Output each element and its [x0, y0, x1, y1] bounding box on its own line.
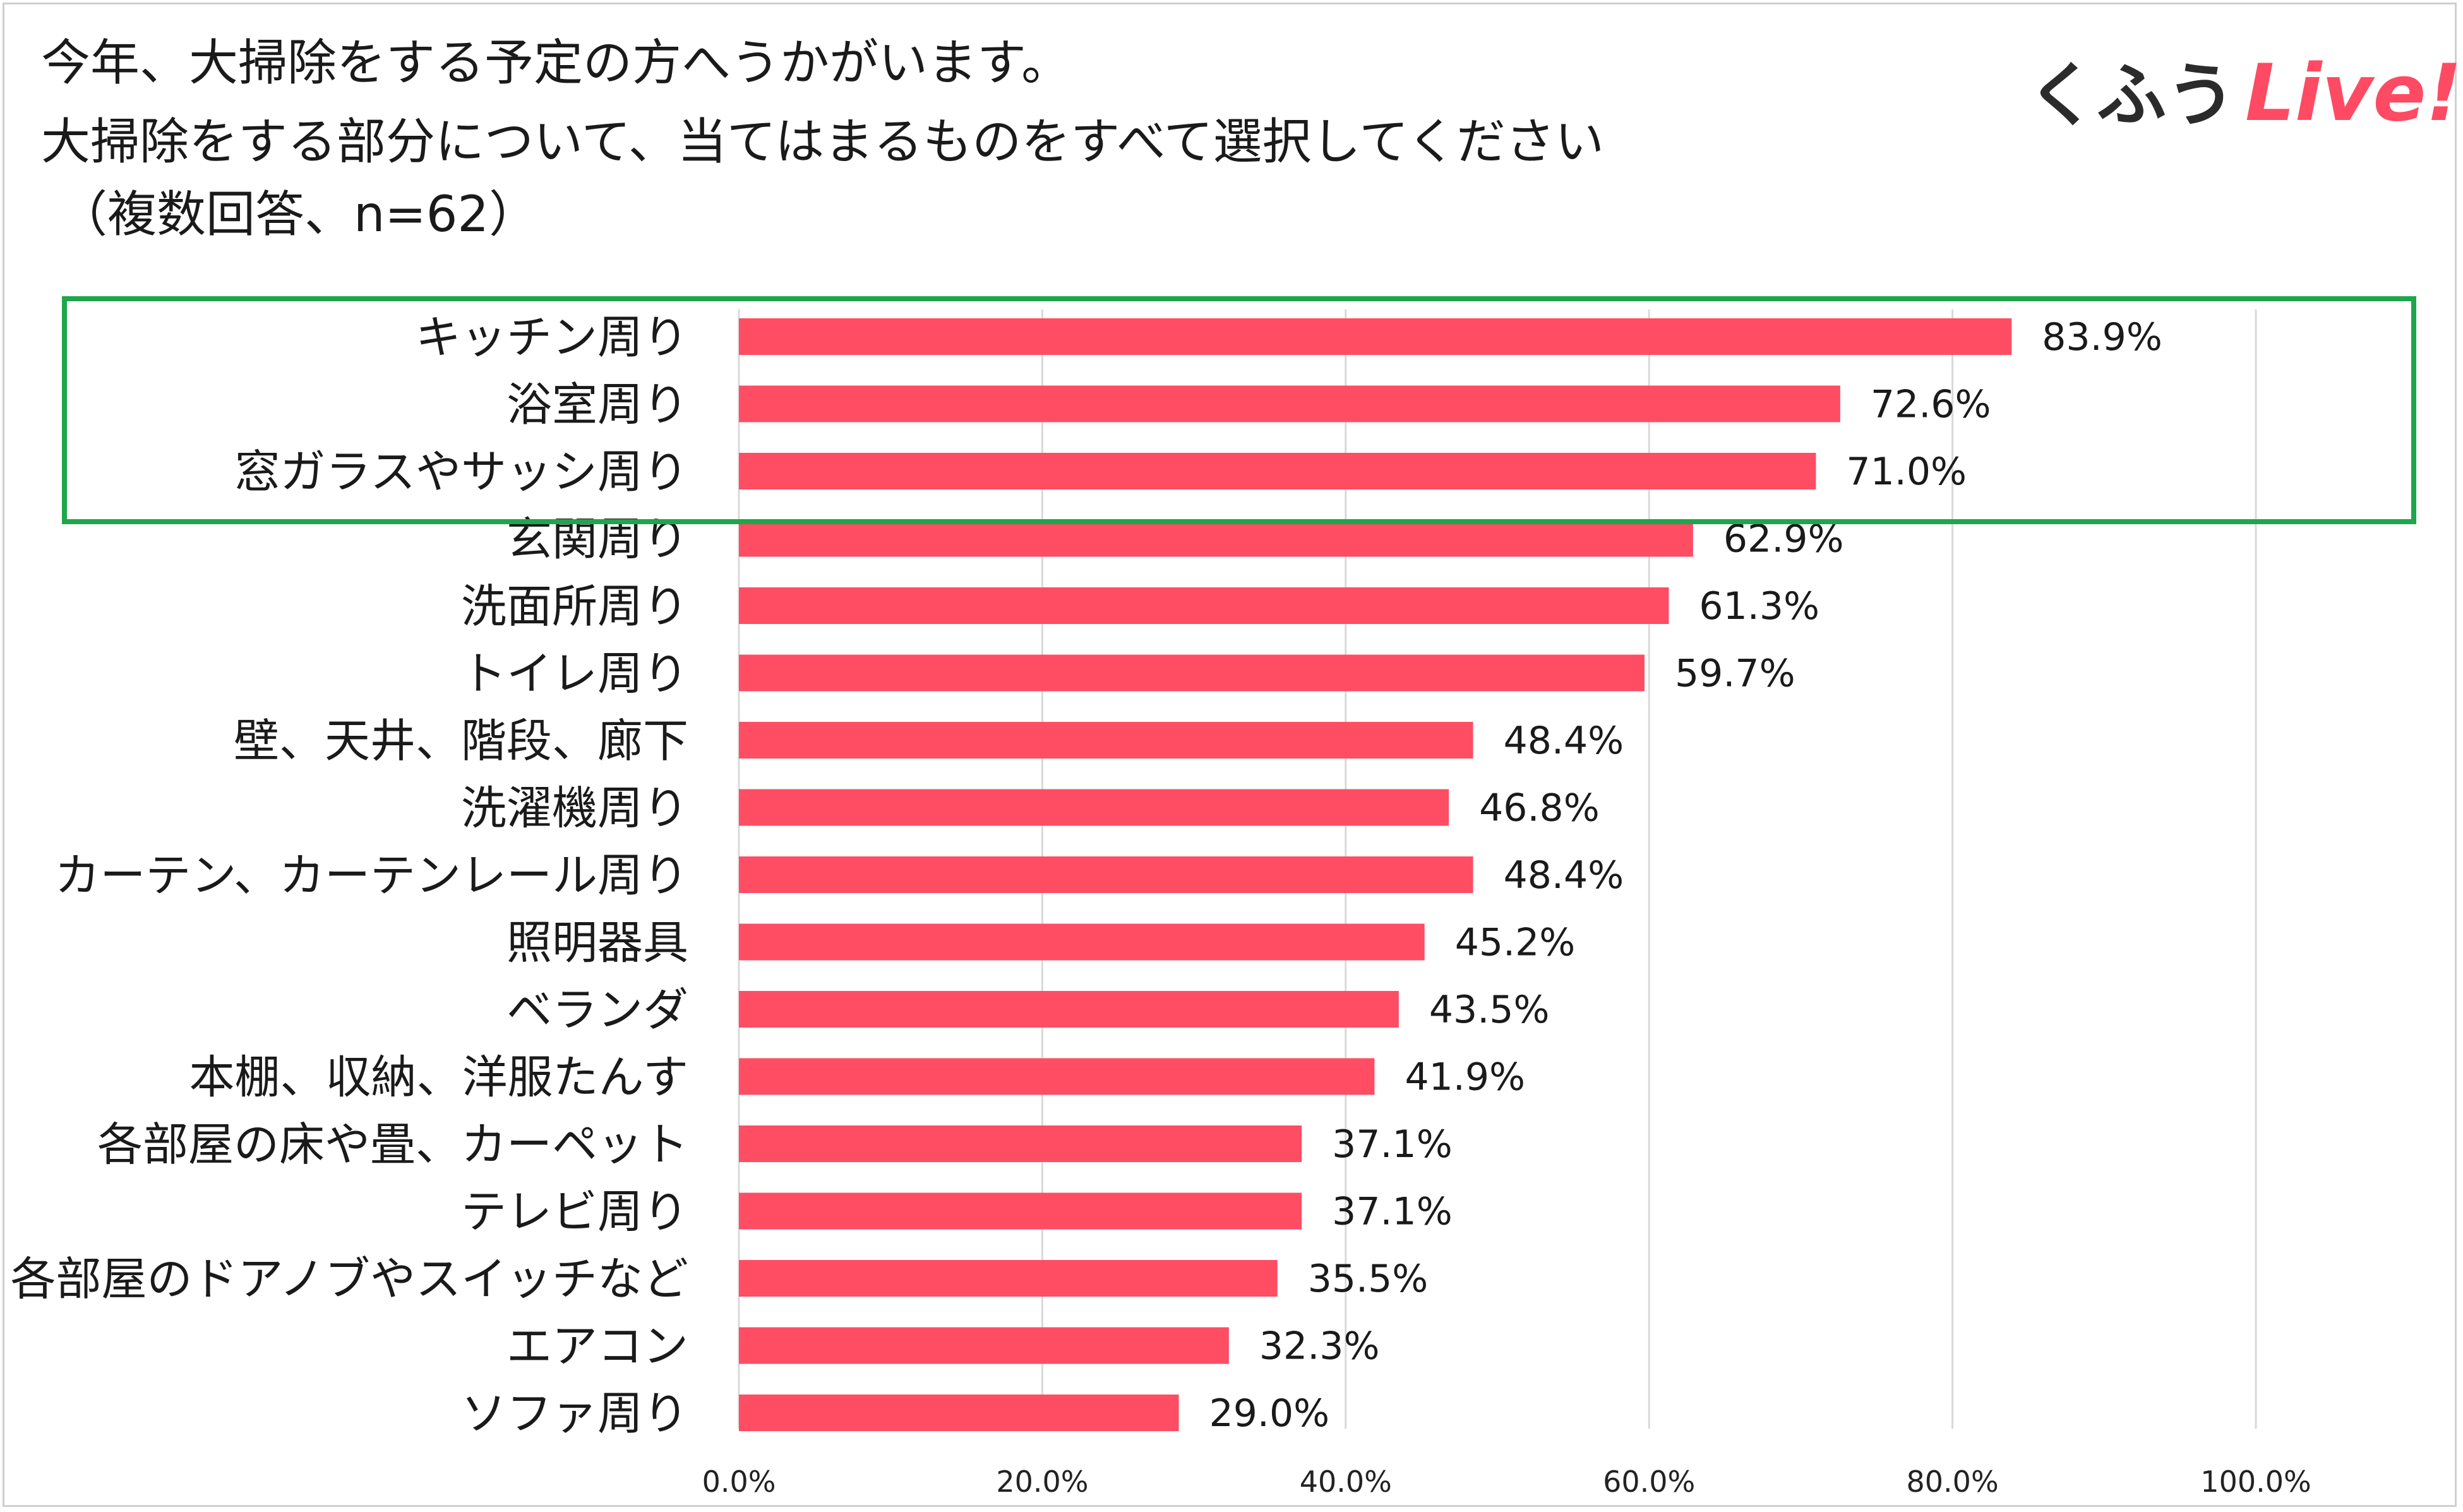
x-tick-label: 40.0%	[1300, 1465, 1392, 1499]
value-label: 83.9%	[2042, 315, 2162, 359]
bar	[739, 991, 1399, 1028]
value-label: 48.4%	[1504, 719, 1624, 763]
x-tick-label: 0.0%	[702, 1465, 776, 1499]
value-labels: 83.9% 72.6% 71.0%62.9% 61.3% 59.7% 48.4% 46.8%…	[1209, 315, 2162, 1436]
value-label: 37.1%	[1332, 1122, 1453, 1167]
category-label: 窓ガラスやサッシ周り	[234, 445, 688, 498]
chart-title-line-2: 大掃除をする部分について、当てはまるものをすべて選択してください	[41, 114, 1604, 171]
kufu-live-logo: くふう Live!	[2027, 49, 2462, 144]
bar	[739, 453, 1816, 489]
highlight-box	[62, 296, 2416, 524]
category-label: トイレ周り	[461, 647, 688, 700]
category-labels: キッチン周り浴室周り窓ガラスやサッシ周り玄関周り洗面所周りトイレ周り壁、天井、階…	[10, 311, 688, 1440]
bar	[739, 856, 1473, 893]
bar	[739, 1192, 1302, 1230]
bar	[739, 722, 1473, 759]
x-tick-label: 20.0%	[996, 1465, 1088, 1499]
value-label: 46.8%	[1479, 786, 1600, 831]
category-label: 各部屋の床や畳、カーペット	[97, 1118, 688, 1171]
bar	[739, 1260, 1278, 1297]
bar	[739, 520, 1693, 557]
bar	[739, 1395, 1179, 1431]
chart-title-line-1: 今年、大掃除をする予定の方へうかがいます。	[41, 35, 1071, 92]
category-label: カーテン、カーテンレール周り	[54, 849, 688, 902]
x-tick-label: 100.0%	[2200, 1465, 2311, 1499]
logo-latin-text: Live!	[2245, 48, 2462, 139]
logo-kana-text: くふう	[2027, 55, 2236, 136]
category-label: 各部屋のドアノブやスイッチなど	[10, 1252, 688, 1305]
value-label: 29.0%	[1209, 1391, 1330, 1436]
value-label: 62.9%	[1723, 517, 1844, 561]
category-label: テレビ周り	[461, 1185, 688, 1239]
bar	[739, 923, 1425, 961]
value-label: 72.6%	[1871, 383, 1991, 427]
category-label: ソファ周り	[461, 1387, 688, 1440]
x-tick-label: 80.0%	[1907, 1465, 1999, 1499]
category-label: キッチン周り	[416, 311, 688, 364]
highlight-box-layer	[62, 296, 2416, 524]
category-label: 洗濯機周り	[461, 782, 688, 835]
value-label: 32.3%	[1259, 1324, 1380, 1369]
category-label: 浴室周り	[506, 378, 688, 431]
bar	[739, 318, 2012, 355]
category-label: ベランダ	[506, 983, 688, 1036]
category-label: エアコン	[506, 1320, 688, 1373]
category-label: 洗面所周り	[461, 580, 688, 633]
bars	[739, 318, 2012, 1431]
value-label: 48.4%	[1504, 853, 1624, 897]
x-axis-ticks: 0.0% 20.0% 40.0% 60.0% 80.0% 100.0%	[702, 1465, 2311, 1499]
bar	[739, 587, 1669, 624]
value-label: 45.2%	[1455, 921, 1576, 965]
bar	[739, 1125, 1302, 1162]
value-label: 61.3%	[1699, 584, 1819, 628]
bar	[739, 789, 1449, 826]
chart-title-line-3: （複数回答、n=62）	[58, 186, 539, 243]
bar	[739, 654, 1645, 692]
bar	[739, 385, 1840, 423]
x-tick-label: 60.0%	[1603, 1465, 1695, 1499]
bar	[739, 1327, 1229, 1364]
bar	[739, 1058, 1375, 1095]
value-label: 35.5%	[1308, 1257, 1429, 1301]
category-label: 本棚、収納、洋服たんす	[189, 1051, 688, 1104]
value-label: 37.1%	[1332, 1190, 1453, 1234]
category-label: 照明器具	[506, 916, 688, 969]
category-label: 壁、天井、階段、廊下	[234, 714, 688, 767]
value-label: 71.0%	[1846, 450, 1967, 494]
value-label: 41.9%	[1405, 1055, 1525, 1100]
value-label: 59.7%	[1675, 652, 1795, 696]
value-label: 43.5%	[1429, 988, 1550, 1032]
